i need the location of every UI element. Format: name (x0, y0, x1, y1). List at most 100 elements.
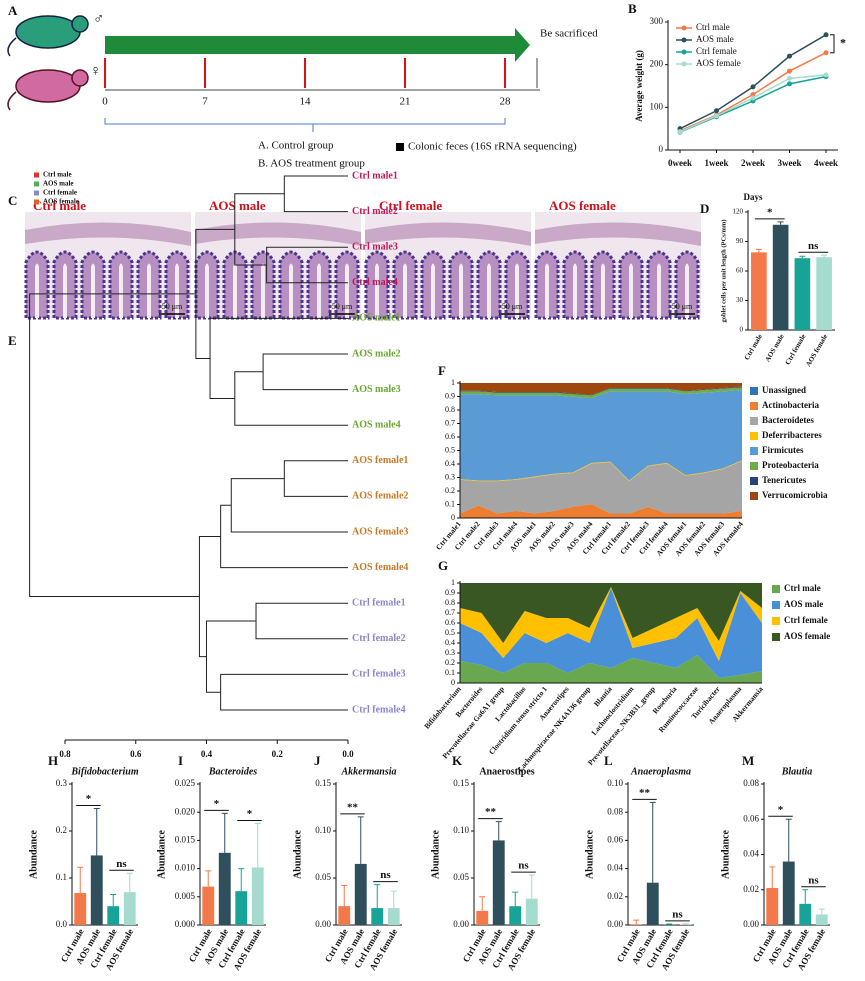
day-label: 7 (202, 96, 208, 108)
bar (492, 840, 505, 925)
error-bar (528, 874, 535, 899)
y-tick-label: 0.4 (445, 638, 455, 647)
bar (476, 910, 489, 925)
y-tick-label: 0.04 (607, 863, 623, 873)
y-tick-label: 0.020 (175, 806, 196, 816)
legend-swatch (34, 190, 39, 196)
annotation: ** (347, 801, 359, 813)
marker (823, 72, 829, 78)
area (460, 386, 742, 396)
y-tick-label: 0.5 (445, 628, 455, 637)
group-bracket (104, 118, 506, 132)
y-tick-label: 0.3 (445, 472, 455, 481)
chart-title: Blautia (781, 766, 813, 777)
bar (794, 258, 811, 330)
chart-title: Bacteroides (208, 766, 257, 777)
lumen (629, 263, 633, 318)
bar (251, 867, 264, 925)
y-tick-label: 0.5 (445, 445, 455, 454)
y-tick-label: 0.06 (743, 813, 759, 823)
day-label: 0 (102, 96, 108, 108)
area (460, 655, 762, 683)
legend-swatch (34, 172, 39, 178)
bar (782, 861, 795, 925)
day-label: 21 (400, 96, 411, 108)
sample-icon (396, 143, 404, 151)
y-tick-label: 0.1 (56, 872, 67, 882)
marker (787, 75, 792, 81)
error-bar (238, 868, 245, 892)
day-label: 14 (300, 96, 312, 108)
lumen (487, 263, 491, 318)
legend-label: AOS male (696, 34, 734, 44)
image-label: Ctrl female (379, 198, 442, 213)
annotation: ns (380, 869, 391, 881)
error-bar (512, 891, 519, 907)
legend-swatch (750, 387, 758, 395)
y-tick-label: 0.000 (175, 919, 196, 929)
error-bar (755, 248, 762, 253)
error-bar (341, 885, 348, 907)
tissue-wall (365, 222, 531, 246)
y-tick-label: 120 (733, 208, 744, 216)
y-tick-label: 0.1 (445, 668, 455, 677)
bar (354, 863, 367, 925)
bar (235, 891, 248, 925)
lumen (35, 263, 39, 318)
y-axis-label: Abundance (292, 829, 303, 878)
y-tick-label: 0.00 (315, 919, 331, 929)
panel-label: C (8, 193, 17, 208)
y-tick-label: 0.025 (175, 778, 196, 788)
dendrogram-link (220, 673, 348, 711)
error-bar (390, 890, 397, 909)
error-bar (802, 889, 809, 904)
annotation: * (840, 36, 846, 50)
marker (823, 50, 829, 56)
y-tick-label: 0.00 (743, 919, 759, 929)
y-tick-label: 0.08 (743, 778, 759, 788)
legend-swatch (750, 492, 758, 500)
y-tick-label: 0.10 (453, 825, 469, 835)
y-tick-label: 0.10 (607, 778, 623, 788)
male-symbol: ♂ (93, 11, 104, 27)
dendrogram-link (29, 293, 200, 598)
error-bar (93, 807, 100, 856)
bar (630, 924, 643, 925)
bar (338, 906, 351, 925)
legend-label: Unassigned (762, 385, 806, 395)
x-tick-label: Ctrl male (743, 333, 764, 362)
legend-label: AOS male (43, 180, 74, 188)
image-label: Ctrl male (33, 198, 86, 213)
sample-label: Colonic feces (16S rRNA sequencing) (408, 141, 577, 153)
y-tick-label: 0.00 (607, 919, 623, 929)
bar (371, 908, 384, 925)
y-tick-label: 0.2 (445, 486, 455, 495)
y-tick-label: 0.2 (56, 825, 67, 835)
error-bar (666, 923, 673, 925)
legend-swatch (750, 432, 758, 440)
annotation: * (778, 804, 784, 816)
marker (787, 53, 792, 59)
female-mouse (7, 69, 89, 111)
legend-label: Ctrl female (696, 46, 737, 56)
error-bar (682, 923, 689, 925)
annotation: ns (808, 240, 819, 252)
end-label: Be sacrificed (540, 28, 598, 40)
y-tick-label: 0.15 (315, 778, 331, 788)
error-bar (769, 866, 776, 888)
leaf-label: AOS female2 (352, 491, 408, 502)
legend-label: Proteobacteria (762, 460, 819, 470)
marker (677, 129, 683, 135)
lumen (289, 263, 293, 318)
y-tick-label: 0.9 (445, 588, 455, 597)
area (460, 383, 742, 395)
legend-marker (681, 25, 687, 31)
x-tick-label: 3week (778, 158, 802, 168)
annotation: ns (116, 858, 127, 870)
dendrogram-link (220, 504, 348, 569)
marker (823, 32, 829, 38)
bar (218, 852, 231, 925)
area (460, 583, 762, 643)
tissue-wall (535, 222, 701, 246)
y-tick-label: 90 (736, 237, 744, 245)
